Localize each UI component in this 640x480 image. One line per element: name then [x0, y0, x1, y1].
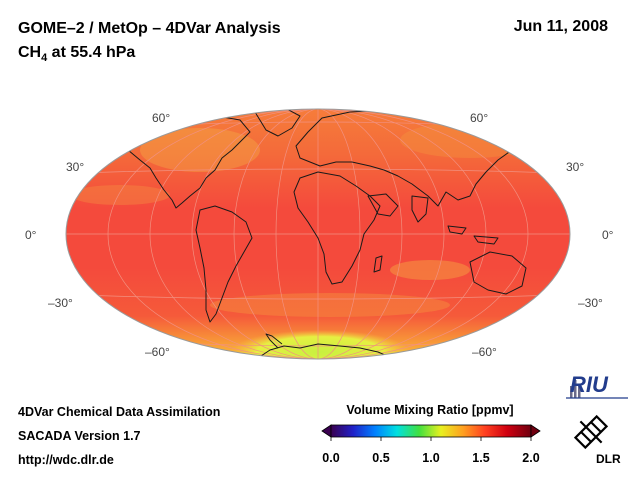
pressure-level: at 55.4 hPa: [47, 44, 136, 61]
antarctic-high-region: [230, 330, 410, 359]
dlr-logo-text: DLR: [596, 452, 621, 466]
lat-label-eq-left: 0°: [25, 228, 37, 242]
africa-coast: [293, 171, 381, 285]
north-america-coast: [119, 113, 251, 209]
colorbar: [321, 424, 541, 441]
arabia-coast: [367, 193, 399, 217]
methane-field: [66, 109, 570, 359]
australia-coast: [469, 251, 527, 295]
riu-logo-mark: [566, 380, 628, 399]
map-subtitle: CH4 at 55.4 hPa: [18, 42, 135, 69]
species-name: CH: [18, 44, 42, 61]
footer-project: 4DVar Chemical Data Assimilation: [18, 405, 221, 419]
madagascar-coast: [373, 255, 383, 273]
colorbar-tick-0: 0.0: [322, 451, 340, 465]
lat-label-60n-right: 60°: [470, 111, 489, 125]
new-zealand-coast: [537, 295, 547, 315]
lat-label-30s-left: –30°: [48, 296, 73, 310]
maritime-continent-coast: [447, 225, 499, 245]
lat-label-30s-right: –30°: [578, 296, 603, 310]
colorbar-tick-1: 0.5: [372, 451, 390, 465]
dlr-logo-icon: [573, 414, 609, 450]
greenland-coast: [254, 109, 301, 137]
lat-label-30n-left: 30°: [66, 160, 85, 174]
colorbar-title: Volume Mixing Ratio [ppmv]: [346, 403, 514, 417]
colorbar-tick-2: 1.0: [422, 451, 440, 465]
lat-label-60n-left: 60°: [152, 111, 171, 125]
footer-version: SACADA Version 1.7: [18, 429, 141, 443]
footer-url[interactable]: http://wdc.dlr.de: [18, 453, 114, 467]
colorbar-max-arrow: [530, 424, 541, 438]
lat-label-30n-right: 30°: [566, 160, 585, 174]
colorbar-tick-3: 1.5: [472, 451, 490, 465]
antarctica-coast: [257, 343, 393, 359]
colorbar-tick-4: 2.0: [522, 451, 540, 465]
lat-label-60s-left: –60°: [145, 345, 170, 359]
lat-label-60s-right: –60°: [472, 345, 497, 359]
south-america-coast: [195, 205, 253, 323]
map-title: GOME–2 / MetOp – 4DVar Analysis: [18, 20, 281, 37]
colorbar-min-arrow: [321, 424, 332, 438]
analysis-date: Jun 11, 2008: [513, 18, 608, 35]
india-coast: [411, 195, 429, 223]
map-border: [65, 108, 571, 360]
riu-logo-text: RIU: [570, 372, 608, 397]
species-subscript: 4: [41, 52, 48, 65]
lat-label-eq-right: 0°: [602, 228, 614, 242]
antarctic-peninsula-coast: [265, 333, 283, 349]
colorbar-scale: [330, 424, 532, 438]
